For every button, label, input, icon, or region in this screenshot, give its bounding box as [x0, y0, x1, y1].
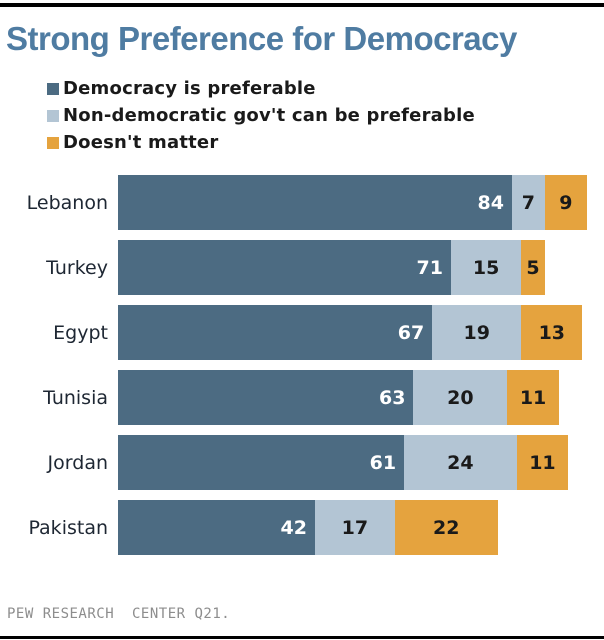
bar-row: Egypt 67 19 13 — [0, 305, 604, 360]
bar-segment: 15 — [450, 240, 522, 295]
bar-segment: 84 — [118, 175, 512, 230]
bar-track: 71 15 5 — [118, 240, 587, 295]
top-rule — [0, 3, 604, 7]
legend-item-democracy: Democracy is preferable — [47, 75, 604, 102]
bar-segment: 11 — [516, 435, 569, 490]
bar-segment: 13 — [521, 305, 583, 360]
bar-value-label: 71 — [416, 256, 443, 279]
bar-segment: 7 — [511, 175, 545, 230]
chart-title: Strong Preference for Democracy — [6, 20, 517, 57]
bar-segment: 71 — [118, 240, 451, 295]
bar-segment: 24 — [404, 435, 517, 490]
bar-row: Turkey 71 15 5 — [0, 240, 604, 295]
bar-value-label: 22 — [433, 516, 460, 539]
category-label: Tunisia — [43, 386, 108, 409]
legend-item-nondemocratic: Non-democratic gov't can be preferable — [47, 102, 604, 129]
legend-label: Non-democratic gov't can be preferable — [63, 105, 475, 126]
category-label: Pakistan — [28, 516, 108, 539]
bar-row: Lebanon 84 7 9 — [0, 175, 604, 230]
legend-swatch-orange — [47, 136, 59, 149]
bar-track: 84 7 9 — [118, 175, 587, 230]
bar-value-label: 15 — [472, 256, 500, 279]
bar-segment: 42 — [118, 500, 315, 555]
bar-value-label: 24 — [447, 451, 474, 474]
legend-item-doesnt-matter: Doesn't matter — [47, 129, 604, 156]
bar-track: 63 20 11 — [118, 370, 587, 425]
bar-segment: 67 — [118, 305, 433, 360]
bar-value-label: 84 — [477, 191, 504, 214]
bar-track: 42 17 22 — [118, 500, 587, 555]
bar-value-label: 42 — [280, 516, 307, 539]
stacked-bar-chart: Lebanon 84 7 9 Turkey 71 15 5 Egypt 67 19 13 Tunisia… — [0, 175, 604, 555]
source-note: PEW RESEARCH CENTER Q21. — [7, 606, 231, 622]
bar-segment: 19 — [432, 305, 522, 360]
bottom-rule — [0, 636, 604, 639]
bar-value-label: 5 — [526, 256, 540, 279]
bar-value-label: 19 — [463, 321, 490, 344]
bar-segment: 61 — [118, 435, 405, 490]
bar-row: Pakistan 42 17 22 — [0, 500, 604, 555]
bar-value-label: 67 — [397, 321, 425, 344]
legend-label: Democracy is preferable — [63, 78, 316, 99]
bar-value-label: 11 — [529, 451, 556, 474]
legend-swatch-light-blue — [47, 109, 59, 122]
bar-value-label: 20 — [447, 386, 474, 409]
bar-segment: 20 — [413, 370, 508, 425]
bar-value-label: 9 — [559, 191, 573, 214]
bar-segment: 17 — [314, 500, 395, 555]
report-card: Strong Preference for Democracy Democrac… — [0, 3, 604, 640]
bar-segment: 22 — [394, 500, 498, 555]
category-label: Turkey — [46, 256, 108, 279]
legend-label: Doesn't matter — [63, 132, 219, 153]
bar-value-label: 13 — [538, 321, 566, 344]
bar-segment: 9 — [544, 175, 587, 230]
bar-row: Jordan 61 24 11 — [0, 435, 604, 490]
legend-swatch-dark-blue — [47, 82, 59, 95]
category-label: Jordan — [47, 451, 108, 474]
category-label: Lebanon — [26, 191, 108, 214]
bar-segment: 5 — [521, 240, 545, 295]
bar-track: 67 19 13 — [118, 305, 587, 360]
bar-value-label: 11 — [519, 386, 547, 409]
bar-value-label: 61 — [369, 451, 397, 474]
bar-segment: 63 — [118, 370, 414, 425]
category-label: Egypt — [53, 321, 108, 344]
bar-row: Tunisia 63 20 11 — [0, 370, 604, 425]
bar-value-label: 17 — [341, 516, 369, 539]
bar-value-label: 7 — [521, 191, 535, 214]
bar-track: 61 24 11 — [118, 435, 587, 490]
legend: Democracy is preferable Non-democratic g… — [47, 75, 604, 156]
bar-segment: 11 — [507, 370, 559, 425]
bar-value-label: 63 — [379, 386, 406, 409]
